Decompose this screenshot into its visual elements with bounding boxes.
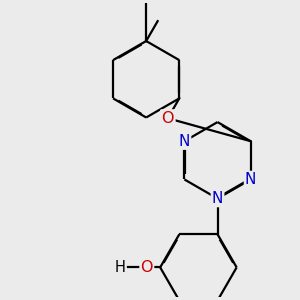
Text: N: N	[179, 134, 190, 149]
Text: O: O	[162, 111, 174, 126]
Text: N: N	[245, 172, 256, 187]
Text: H: H	[115, 260, 126, 275]
Text: O: O	[140, 260, 153, 275]
Text: N: N	[212, 191, 223, 206]
